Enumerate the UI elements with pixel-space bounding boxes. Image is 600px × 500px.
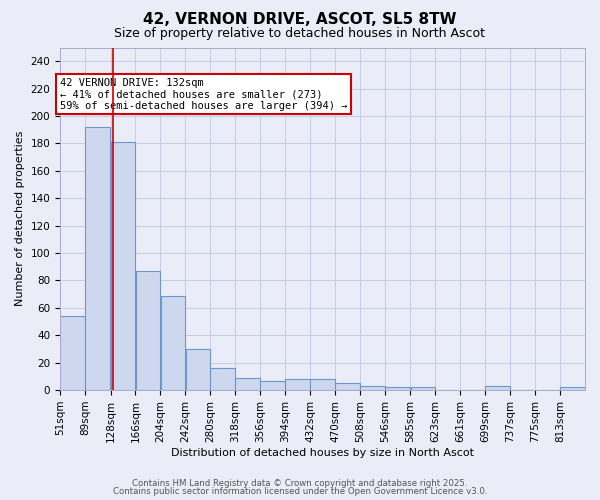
Bar xyxy=(285,379,310,390)
Text: 42 VERNON DRIVE: 132sqm
← 41% of detached houses are smaller (273)
59% of semi-d: 42 VERNON DRIVE: 132sqm ← 41% of detache… xyxy=(60,78,347,111)
Bar xyxy=(310,379,335,390)
Text: Size of property relative to detached houses in North Ascot: Size of property relative to detached ho… xyxy=(115,28,485,40)
Bar xyxy=(111,142,136,390)
Bar xyxy=(185,349,210,390)
Y-axis label: Number of detached properties: Number of detached properties xyxy=(15,131,25,306)
Bar xyxy=(136,271,160,390)
Bar xyxy=(211,368,235,390)
Text: Contains HM Land Registry data © Crown copyright and database right 2025.: Contains HM Land Registry data © Crown c… xyxy=(132,478,468,488)
Bar xyxy=(161,296,185,390)
Bar xyxy=(85,127,110,390)
Bar xyxy=(235,378,260,390)
Bar xyxy=(385,388,410,390)
X-axis label: Distribution of detached houses by size in North Ascot: Distribution of detached houses by size … xyxy=(171,448,474,458)
Text: 42, VERNON DRIVE, ASCOT, SL5 8TW: 42, VERNON DRIVE, ASCOT, SL5 8TW xyxy=(143,12,457,28)
Bar xyxy=(335,383,360,390)
Bar xyxy=(560,388,585,390)
Bar xyxy=(260,380,285,390)
Bar xyxy=(410,388,435,390)
Bar xyxy=(360,386,385,390)
Text: Contains public sector information licensed under the Open Government Licence v3: Contains public sector information licen… xyxy=(113,487,487,496)
Bar xyxy=(60,316,85,390)
Bar xyxy=(485,386,510,390)
